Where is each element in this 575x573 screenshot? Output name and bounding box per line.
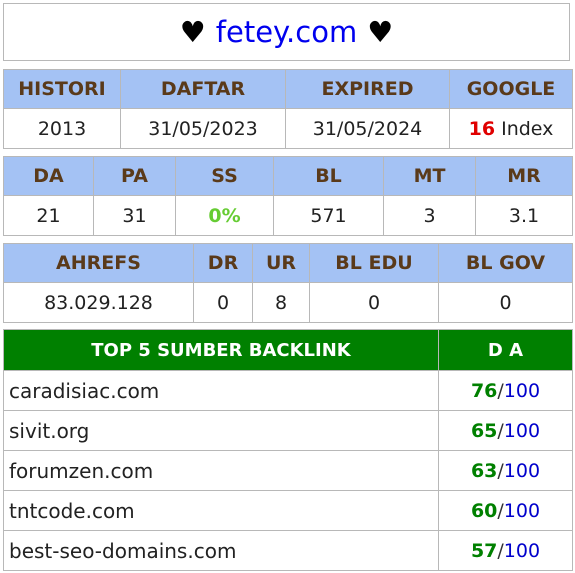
backlink-site[interactable]: caradisiac.com	[3, 370, 439, 411]
value-daftar: 31/05/2023	[120, 108, 286, 149]
value-ur: 8	[252, 282, 310, 323]
table-row: sivit.org 65/100	[3, 410, 573, 451]
value-histori: 2013	[3, 108, 121, 149]
da-slash: /	[497, 499, 504, 522]
backlink-da: 65/100	[438, 410, 573, 451]
header-expired: EXPIRED	[285, 69, 450, 109]
backlink-da: 60/100	[438, 490, 573, 531]
table-row: caradisiac.com 76/100	[3, 370, 573, 411]
header-mr: MR	[475, 156, 573, 196]
table-row: best-seo-domains.com 57/100	[3, 530, 573, 571]
google-index-label: Index	[495, 117, 554, 140]
da-max: 100	[503, 419, 541, 442]
heart-right-icon: ♥	[367, 15, 394, 49]
table-row: tntcode.com 60/100	[3, 490, 573, 531]
backlink-site[interactable]: forumzen.com	[3, 450, 439, 491]
value-mr: 3.1	[475, 195, 573, 236]
header-mt: MT	[383, 156, 476, 196]
google-index-count: 16	[468, 117, 496, 140]
domain-title[interactable]: fetey.com	[215, 15, 358, 49]
da-value: 57	[470, 539, 498, 562]
header-histori: HISTORI	[3, 69, 121, 109]
header-da: DA	[3, 156, 94, 196]
da-max: 100	[503, 459, 541, 482]
value-ss: 0%	[175, 195, 274, 236]
da-value: 63	[470, 459, 498, 482]
header-ss: SS	[175, 156, 274, 196]
value-expired: 31/05/2024	[285, 108, 450, 149]
backlink-da: 63/100	[438, 450, 573, 491]
header-bl: BL	[273, 156, 384, 196]
value-dr: 0	[193, 282, 253, 323]
da-value: 76	[470, 379, 498, 402]
value-mt: 3	[383, 195, 476, 236]
top-backlink-sources-table: TOP 5 SUMBER BACKLINK D A caradisiac.com…	[3, 329, 573, 571]
header-dr: DR	[193, 243, 253, 283]
value-bl: 571	[273, 195, 384, 236]
header-google: GOOGLE	[449, 69, 573, 109]
domain-history-table: HISTORI DAFTAR EXPIRED GOOGLE 2013 31/05…	[3, 69, 573, 149]
header-ur: UR	[252, 243, 310, 283]
da-slash: /	[497, 539, 504, 562]
header-bl-gov: BL GOV	[438, 243, 573, 283]
da-value: 60	[470, 499, 498, 522]
value-da: 21	[3, 195, 94, 236]
heart-left-icon: ♥	[179, 15, 206, 49]
backlink-da: 57/100	[438, 530, 573, 571]
value-ahrefs: 83.029.128	[3, 282, 194, 323]
da-slash: /	[497, 379, 504, 402]
value-google: 16 Index	[449, 108, 573, 149]
da-max: 100	[503, 379, 541, 402]
header-da-score: D A	[438, 329, 573, 371]
header-daftar: DAFTAR	[120, 69, 286, 109]
value-bl-edu: 0	[309, 282, 439, 323]
da-value: 65	[470, 419, 498, 442]
da-max: 100	[503, 499, 541, 522]
backlink-da: 76/100	[438, 370, 573, 411]
header-ahrefs: AHREFS	[3, 243, 194, 283]
domain-metrics-table: DA PA SS BL MT MR 21 31 0% 571 3 3.1	[3, 156, 573, 236]
da-max: 100	[503, 539, 541, 562]
backlink-site[interactable]: tntcode.com	[3, 490, 439, 531]
da-slash: /	[497, 419, 504, 442]
value-pa: 31	[93, 195, 176, 236]
header-bl-edu: BL EDU	[309, 243, 439, 283]
header-top-sources: TOP 5 SUMBER BACKLINK	[3, 329, 439, 371]
value-bl-gov: 0	[438, 282, 573, 323]
backlink-site[interactable]: best-seo-domains.com	[3, 530, 439, 571]
domain-title-box: ♥ fetey.com ♥	[3, 3, 570, 61]
backlink-stats-table: AHREFS DR UR BL EDU BL GOV 83.029.128 0 …	[3, 243, 573, 323]
header-pa: PA	[93, 156, 176, 196]
backlink-site[interactable]: sivit.org	[3, 410, 439, 451]
da-slash: /	[497, 459, 504, 482]
table-row: forumzen.com 63/100	[3, 450, 573, 491]
